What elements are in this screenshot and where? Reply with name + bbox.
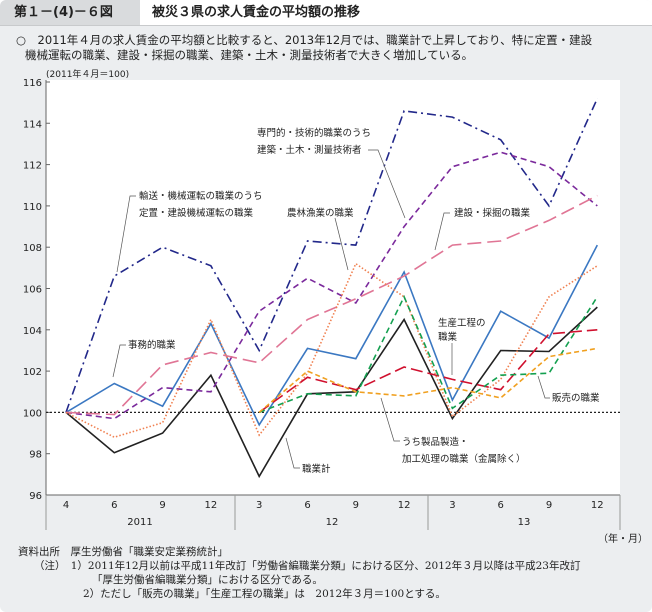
year-label: 12 — [326, 517, 339, 528]
y-tick-label: 108 — [23, 243, 42, 254]
y-tick-label: 100 — [23, 408, 42, 419]
series-line — [258, 329, 598, 414]
y-tick-label: 106 — [23, 285, 42, 296]
year-label: 13 — [518, 517, 531, 528]
x-tick-label: 12 — [398, 500, 411, 511]
leader-hanbai — [537, 375, 550, 399]
x-tick-label: 12 — [205, 500, 218, 511]
label-hanbai: 販売の職業 — [552, 392, 600, 404]
x-tick-label: 12 — [591, 500, 604, 511]
label-norin: 農林漁業の職業 — [287, 207, 354, 219]
series-line — [65, 306, 598, 479]
leader-jimu — [112, 344, 126, 378]
y-tick-label: 114 — [23, 119, 42, 130]
x-tick-label: 6 — [111, 500, 117, 511]
leader-norin — [334, 217, 349, 271]
label-senmon-1: 専門的・技術的職業のうち — [257, 127, 371, 139]
x-tick-label: 3 — [256, 500, 262, 511]
summary-text: ○ 2011年４月の求人賃金の平均額と比較すると、2013年12月では、職業計で… — [16, 33, 646, 63]
x-tick-label: 6 — [498, 500, 504, 511]
figure-title: 被災３県の求人賃金の平均額の推移 — [152, 5, 361, 20]
x-axis-unit: （年・月） — [598, 532, 648, 545]
series-line — [258, 347, 598, 414]
leader-kensetsu — [434, 212, 450, 251]
label-jimu: 事務的職業 — [128, 339, 176, 351]
note-1: （注） 1）2011年12月以前は平成11年改訂「労働省編職業分類」における区分… — [34, 560, 581, 572]
figure-number: 第１－(4)－６図 — [0, 0, 140, 25]
y-tick-label: 104 — [23, 326, 42, 337]
figure-header: 第１－(4)－６図 被災３県の求人賃金の平均額の推移 — [0, 0, 652, 26]
x-tick-label: 9 — [546, 500, 552, 511]
label-senmon-2: 建築・土木・測量技術者 — [257, 144, 362, 156]
summary-line-2: 機械運転の職業、建設・採掘の職業、建築・土木・測量技術者で大きく増加している。 — [25, 48, 474, 62]
label-seihin-1: うち製品製造・ — [402, 436, 469, 448]
y-tick-label: 116 — [23, 78, 42, 89]
note-1-cont: 「厚生労働省編職業分類」における区分である。 — [92, 574, 323, 586]
year-label: 2011 — [127, 517, 152, 528]
y-tick-label: 102 — [23, 367, 42, 378]
notes: 資料出所 厚生労働省「職業安定業務統計」 （注） 1）2011年12月以前は平成… — [18, 545, 580, 601]
plot-area — [46, 80, 620, 495]
label-seisan-1: 生産工程の — [438, 317, 486, 329]
x-tick-label: 4 — [63, 500, 69, 511]
label-yuso-2: 定置・建設機械運転の職業 — [139, 207, 254, 219]
series-line — [65, 151, 598, 420]
series-line — [65, 194, 598, 416]
x-tick-label: 3 — [449, 500, 455, 511]
label-seihin-2: 加工処理の職業（金属除く） — [402, 453, 526, 465]
summary-line-1: ○ 2011年４月の求人賃金の平均額と比較すると、2013年12月では、職業計で… — [16, 33, 593, 47]
y-axis-label: (2011年４月＝100) — [46, 68, 129, 80]
note-2: 2）ただし「販売の職業」「生産工程の職業」は 2012年３月＝100とする。 — [83, 588, 446, 600]
label-seisan-2: 職業 — [438, 331, 458, 343]
x-tick-label: 9 — [159, 500, 165, 511]
y-tick-label: 110 — [23, 202, 42, 213]
label-yuso-1: 輸送・機械運転の職業のうち — [139, 190, 263, 202]
series-line — [65, 244, 599, 427]
x-tick-label: 9 — [353, 500, 359, 511]
series-line — [65, 98, 599, 413]
label-total: 職業計 — [302, 463, 331, 475]
source-note: 資料出所 厚生労働省「職業安定業務統計」 — [18, 546, 228, 558]
leader-yuso — [116, 195, 136, 273]
leader-senmon — [368, 149, 406, 219]
leader-total — [285, 437, 300, 469]
leader-seihin — [380, 397, 400, 442]
series-line — [258, 294, 598, 414]
y-tick-label: 112 — [23, 161, 42, 172]
label-kensetsu: 建設・採掘の職業 — [454, 207, 531, 219]
y-tick-label: 96 — [29, 491, 42, 502]
y-tick-label: 98 — [29, 450, 42, 461]
x-tick-label: 6 — [304, 500, 310, 511]
